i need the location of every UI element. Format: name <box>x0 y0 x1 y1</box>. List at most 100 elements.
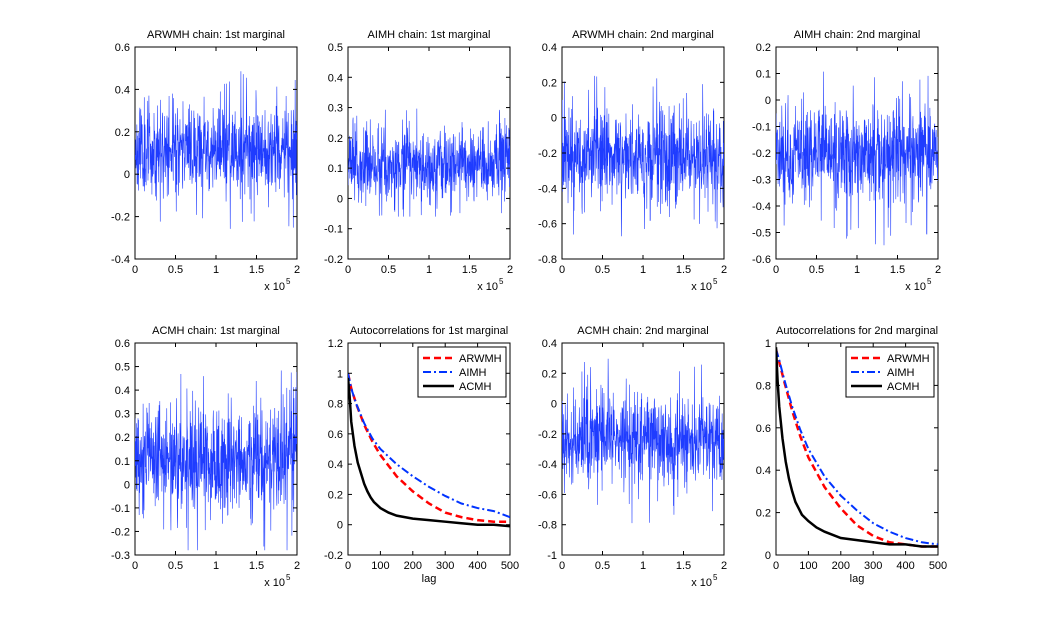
y-tick-label: -0.3 <box>111 550 130 562</box>
chart-p1: 0 0.5 1 1.5 2 -0.4 -0.2 0 0.2 0.4 0.6 ARWMH chain: … <box>111 29 300 293</box>
y-tick-label: -0.6 <box>752 254 771 266</box>
x-tick-label: 2 <box>721 264 727 276</box>
y-tick-label: -0.4 <box>538 459 557 471</box>
x-tick-label: 0 <box>773 264 779 276</box>
series-acmh <box>776 347 938 548</box>
y-tick-label: -1 <box>547 550 557 562</box>
legend-label-aimh: AIMH <box>459 367 487 379</box>
series-trace <box>562 75 724 237</box>
y-tick-label: 0.1 <box>756 69 771 81</box>
chart-p3: 0 0.5 1 1.5 2 -0.8 -0.6 -0.4 -0.2 0 0.2 0.4 ARWMH ch… <box>538 29 727 293</box>
y-tick-label: -0.2 <box>324 254 343 266</box>
y-tick-label: 0.3 <box>115 409 130 421</box>
chart-title: ARWMH chain: 1st marginal <box>147 29 285 41</box>
x-tick-label: 1 <box>640 560 646 572</box>
chart-p8: 0 100 200 300 400 500 0 0.2 0.4 0.6 0.8 1 Autocorrel… <box>756 325 947 585</box>
series-trace <box>776 71 938 246</box>
x-tick-label: 300 <box>436 560 454 572</box>
y-tick-label: 0.4 <box>542 42 557 54</box>
x-exponent-label: x 10 <box>477 281 498 293</box>
legend-label-arwmh: ARWMH <box>459 353 502 365</box>
x-exponent: 5 <box>927 277 932 286</box>
y-tick-label: 0.8 <box>756 380 771 392</box>
y-tick-label: 0.2 <box>756 42 771 54</box>
x-tick-label: 1.5 <box>462 264 477 276</box>
y-tick-label: 0 <box>765 95 771 107</box>
x-tick-label: 1 <box>854 264 860 276</box>
x-tick-label: 0.5 <box>168 560 183 572</box>
y-tick-label: 0.4 <box>542 338 557 350</box>
y-tick-label: 0.4 <box>115 84 130 96</box>
data-layer <box>348 373 510 528</box>
x-exponent-label: x 10 <box>691 577 712 589</box>
y-tick-label: 1 <box>765 338 771 350</box>
x-exponent-label: x 10 <box>905 281 926 293</box>
legend-label-acmh: ACMH <box>459 381 491 393</box>
x-tick-label: 400 <box>468 560 486 572</box>
y-tick-label: 0.8 <box>328 399 343 411</box>
data-layer <box>348 108 510 217</box>
x-tick-label: 0 <box>773 560 779 572</box>
y-tick-label: 0.1 <box>115 456 130 468</box>
y-tick-label: -0.4 <box>538 183 557 195</box>
y-tick-label: 0.1 <box>328 163 343 175</box>
y-tick-label: 0.4 <box>115 385 130 397</box>
x-tick-label: 200 <box>832 560 850 572</box>
chart-title: AIMH chain: 1st marginal <box>368 29 491 41</box>
y-tick-label: -0.3 <box>752 175 771 187</box>
series-trace <box>348 108 510 217</box>
x-tick-label: 300 <box>864 560 882 572</box>
y-tick-label: 0 <box>765 550 771 562</box>
x-tick-label: 0.5 <box>595 560 610 572</box>
y-tick-label: 0.2 <box>115 432 130 444</box>
x-tick-label: 0 <box>345 264 351 276</box>
series-trace <box>135 71 297 229</box>
x-tick-label: 0 <box>559 560 565 572</box>
series-aimh <box>776 349 938 546</box>
y-tick-label: 0 <box>551 113 557 125</box>
legend-label-arwmh: ARWMH <box>887 353 930 365</box>
y-tick-label: 0 <box>124 169 130 181</box>
y-tick-label: 0.6 <box>756 423 771 435</box>
x-tick-label: 100 <box>371 560 389 572</box>
y-tick-label: 0.2 <box>542 77 557 89</box>
y-tick-label: 0 <box>124 479 130 491</box>
x-tick-label: 1.5 <box>249 264 264 276</box>
x-tick-label: 2 <box>721 560 727 572</box>
series-acmh <box>348 377 510 528</box>
x-tick-label: 0 <box>559 264 565 276</box>
x-exponent-label: x 10 <box>264 577 285 589</box>
legend: ARWMH AIMH ACMH <box>417 346 507 398</box>
x-tick-label: 0.5 <box>595 264 610 276</box>
series-trace <box>562 358 724 524</box>
y-tick-label: 0.2 <box>115 127 130 139</box>
x-tick-label: 1.5 <box>676 560 691 572</box>
x-exponent: 5 <box>286 573 291 582</box>
x-tick-label: 500 <box>501 560 519 572</box>
data-layer <box>135 71 297 229</box>
y-tick-label: -0.4 <box>752 201 771 213</box>
y-tick-label: -0.2 <box>538 148 557 160</box>
data-layer <box>562 75 724 237</box>
x-tick-label: 2 <box>507 264 513 276</box>
x-exponent: 5 <box>713 573 718 582</box>
y-tick-label: -0.2 <box>752 148 771 160</box>
legend-box <box>845 346 935 398</box>
x-exponent: 5 <box>499 277 504 286</box>
series-aimh <box>348 373 510 519</box>
x-tick-label: 0 <box>132 560 138 572</box>
series-trace <box>135 370 297 551</box>
legend: ARWMH AIMH ACMH <box>845 346 935 398</box>
y-tick-label: 0.5 <box>328 42 343 54</box>
data-layer <box>776 71 938 246</box>
x-tick-label: 0.5 <box>381 264 396 276</box>
chart-title: ARWMH chain: 2nd marginal <box>572 29 714 41</box>
data-layer <box>562 358 724 524</box>
x-tick-label: 1.5 <box>249 560 264 572</box>
y-tick-label: 0.2 <box>328 133 343 145</box>
x-tick-label: 100 <box>799 560 817 572</box>
x-tick-label: 2 <box>294 264 300 276</box>
chart-title: Autocorrelations for 1st marginal <box>350 325 508 337</box>
x-tick-label: 0.5 <box>168 264 183 276</box>
y-tick-label: -0.8 <box>538 520 557 532</box>
